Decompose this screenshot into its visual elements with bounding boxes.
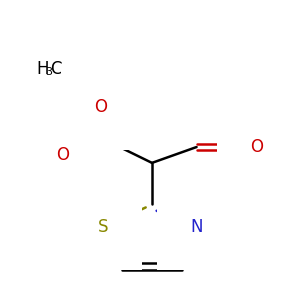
Text: O: O: [56, 146, 69, 164]
Text: S: S: [98, 218, 109, 236]
Text: O: O: [250, 138, 263, 156]
Text: O: O: [94, 98, 107, 116]
Text: C: C: [50, 60, 62, 78]
Text: H: H: [36, 60, 49, 78]
Text: 3: 3: [45, 67, 52, 77]
Text: N: N: [190, 218, 203, 236]
